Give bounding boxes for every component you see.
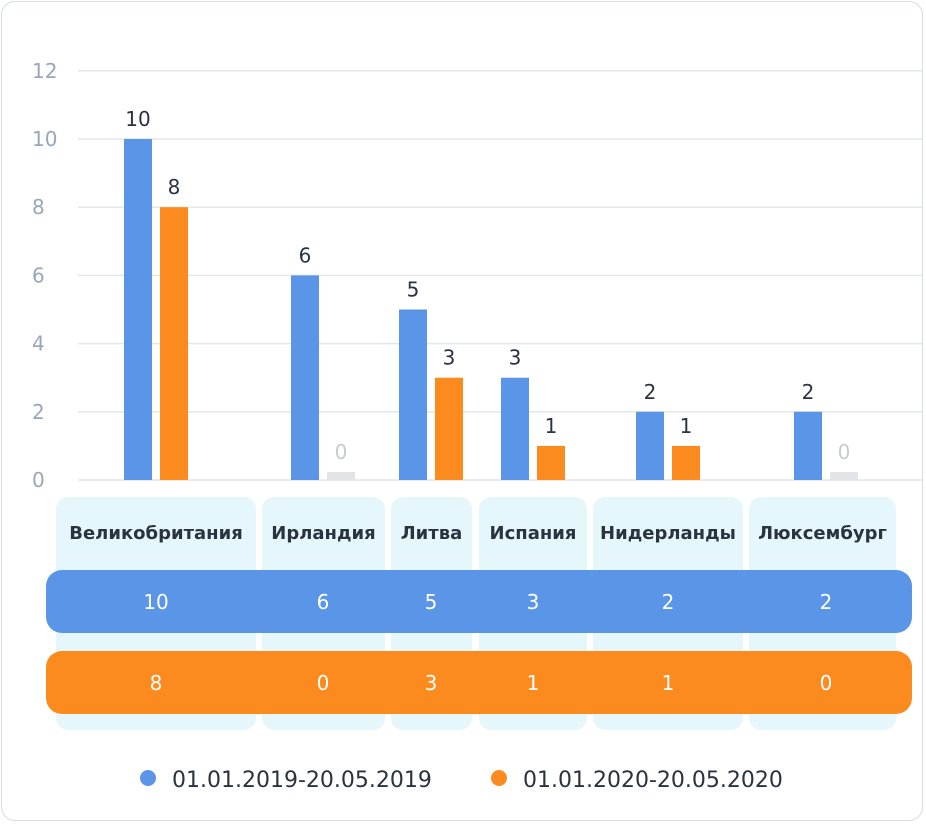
category-label: Нидерланды (600, 523, 736, 544)
series-1-row (46, 570, 912, 633)
y-tick-label: 10 (32, 127, 57, 151)
category-label: Люксембург (758, 523, 887, 544)
bar-value-label: 5 (407, 278, 420, 302)
row-value: 3 (527, 590, 540, 614)
bar-series-2 (537, 445, 565, 480)
bar-series-1 (501, 377, 529, 480)
row-value: 2 (820, 590, 833, 614)
legend-marker-series-2 (491, 770, 507, 786)
row-value: 1 (527, 671, 540, 695)
row-value: 10 (143, 590, 168, 614)
y-tick-label: 2 (32, 400, 45, 424)
bar-series-1 (794, 411, 822, 480)
row-value: 8 (150, 671, 163, 695)
row-value: 2 (662, 590, 675, 614)
bar-value-label: 2 (802, 380, 815, 404)
bar-value-label: 0 (838, 440, 851, 464)
bar-series-2 (327, 472, 355, 480)
series-2-row (46, 651, 912, 714)
bar-value-label: 8 (168, 175, 181, 199)
bar-series-2 (830, 472, 858, 480)
category-label: Испания (490, 523, 577, 544)
bar-value-label: 1 (680, 414, 693, 438)
row-value: 0 (317, 671, 330, 695)
bar-value-label: 10 (125, 107, 150, 131)
legend-label-series-1: 01.01.2019-20.05.2019 (172, 768, 432, 793)
row-value: 0 (820, 671, 833, 695)
row-value: 6 (317, 590, 330, 614)
bar-series-1 (124, 139, 152, 480)
category-label: Литва (401, 523, 463, 544)
legend-marker-series-1 (140, 770, 156, 786)
bar-value-label: 3 (509, 346, 522, 370)
row-value: 3 (425, 671, 438, 695)
row-value: 1 (662, 671, 675, 695)
bar-value-label: 2 (644, 380, 657, 404)
y-tick-label: 0 (32, 468, 45, 492)
bar-series-2 (435, 377, 463, 480)
category-label: Ирландия (271, 523, 375, 544)
bar-value-label: 1 (545, 414, 558, 438)
bar-series-1 (399, 309, 427, 480)
bar-series-2 (160, 207, 188, 480)
category-label: Великобритания (69, 523, 243, 544)
y-tick-label: 6 (32, 263, 45, 287)
y-tick-label: 4 (32, 332, 45, 356)
bar-value-label: 0 (335, 440, 348, 464)
row-value: 5 (425, 590, 438, 614)
y-tick-label: 8 (32, 195, 45, 219)
legend-label-series-2: 01.01.2020-20.05.2020 (523, 768, 783, 793)
bar-value-label: 3 (443, 346, 456, 370)
bar-series-2 (672, 445, 700, 480)
y-tick-label: 12 (32, 59, 57, 83)
bar-value-label: 6 (299, 243, 312, 267)
bar-series-1 (291, 275, 319, 480)
bar-series-1 (636, 411, 664, 480)
